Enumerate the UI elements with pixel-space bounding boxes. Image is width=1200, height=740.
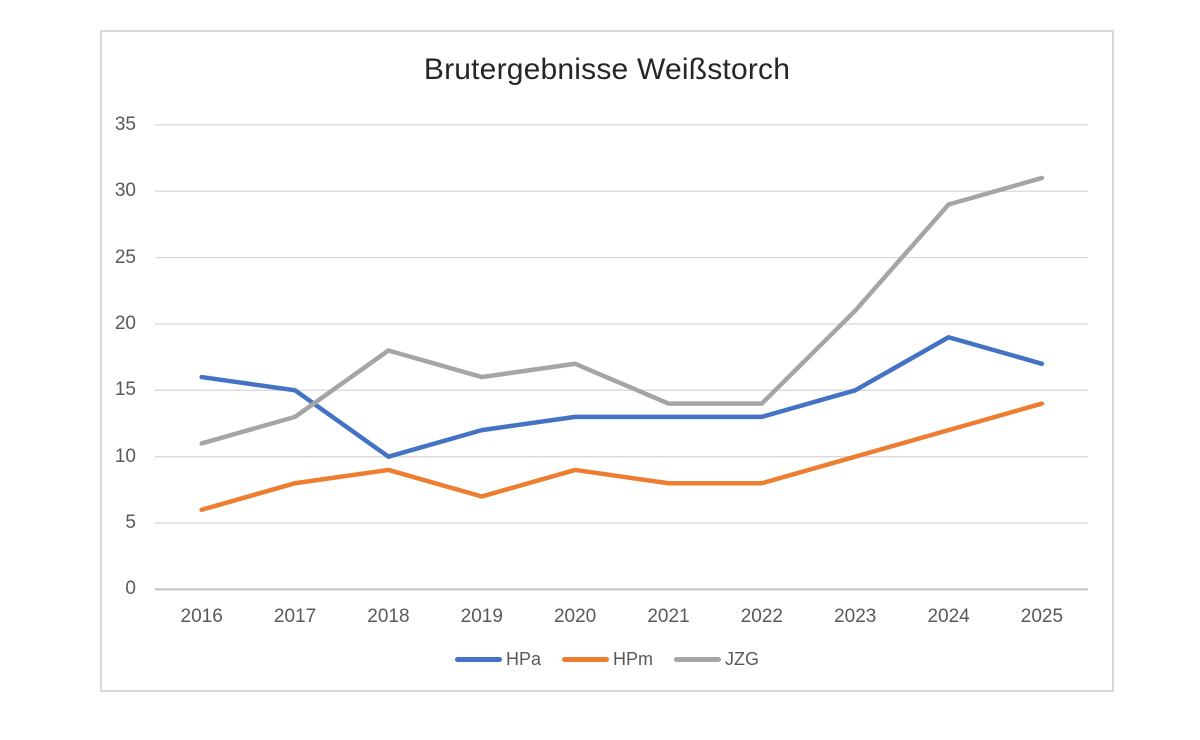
legend-item-JZG[interactable]: JZG — [674, 649, 759, 670]
y-tick-label: 0 — [125, 578, 136, 600]
y-tick-label: 35 — [114, 113, 136, 135]
legend-label: JZG — [725, 649, 759, 669]
legend-line-swatch — [454, 657, 502, 662]
legend-item-HPa[interactable]: HPa — [454, 649, 541, 670]
y-tick-label: 15 — [114, 379, 136, 401]
x-tick-label: 2018 — [367, 606, 410, 627]
y-tick-label: 30 — [114, 180, 136, 202]
y-tick-label: 5 — [125, 512, 136, 534]
x-tick-label: 2020 — [553, 606, 597, 627]
x-tick-label: 2016 — [180, 606, 223, 627]
chart-area-border — [100, 30, 1114, 692]
chart-legend: HPa HPm JZG — [100, 649, 1114, 670]
chart-title: Brutergebnisse Weißstorch — [423, 53, 791, 86]
x-tick-label: 2021 — [647, 606, 690, 627]
y-tick-label: 10 — [114, 445, 136, 467]
x-tick-label: 2017 — [273, 606, 317, 627]
x-tick-label: 2024 — [927, 606, 970, 627]
series-line-HPa — [199, 334, 1045, 459]
x-tick-label: 2019 — [460, 606, 503, 627]
legend-label: HPm — [613, 649, 653, 669]
y-tick-label: 25 — [114, 246, 136, 268]
x-tick-label: 2022 — [740, 606, 783, 627]
x-tick-label: 2023 — [834, 606, 877, 627]
y-tick-label: 20 — [114, 312, 136, 334]
legend-label: HPa — [505, 649, 541, 669]
series-line-JZG — [199, 175, 1045, 446]
x-tick-label: 2025 — [1020, 606, 1064, 627]
legend-line-swatch — [562, 657, 609, 662]
legend-item-HPm[interactable]: HPm — [562, 649, 653, 670]
series-line-HPm — [199, 401, 1045, 513]
legend-line-swatch — [674, 657, 721, 662]
